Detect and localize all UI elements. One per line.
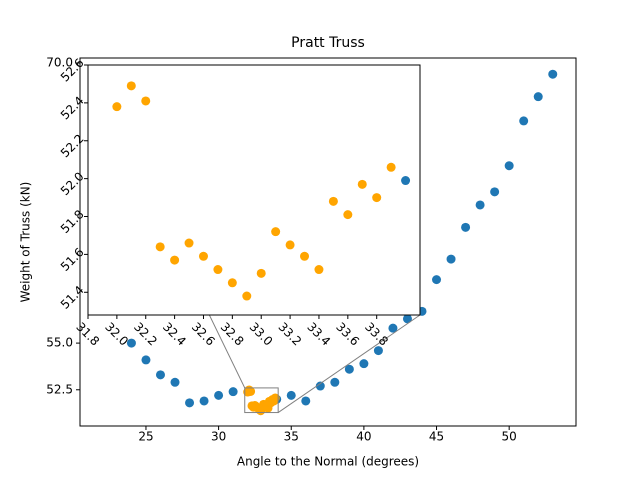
inset-x-tick-label: 32.0	[102, 320, 131, 349]
zoom-connector	[277, 314, 421, 413]
point	[461, 222, 471, 232]
point	[402, 314, 412, 324]
inset-x-tick-label: 33.2	[275, 320, 304, 349]
y-tick-label: 55.0	[46, 336, 73, 350]
point	[475, 200, 485, 210]
point	[170, 377, 180, 387]
inset-point	[198, 251, 208, 261]
inset-y-tick-label: 52.2	[58, 131, 87, 160]
inset-x-tick-label: 31.8	[73, 320, 102, 349]
point	[246, 386, 256, 396]
inset-point	[112, 102, 122, 112]
inset-point	[357, 179, 367, 189]
point	[548, 69, 558, 79]
inset-plot-area	[112, 81, 554, 301]
point	[126, 338, 136, 348]
point	[359, 359, 369, 369]
point	[199, 396, 209, 406]
x-tick-label: 35	[284, 430, 299, 444]
inset-y-tick-label: 51.6	[58, 245, 87, 274]
x-tick-label: 25	[138, 430, 153, 444]
inset-x-tick-label: 33.0	[247, 320, 276, 349]
point	[446, 254, 456, 264]
x-tick-label: 45	[429, 430, 444, 444]
zoom-box	[244, 387, 279, 414]
inset-point	[242, 291, 252, 301]
inset-point	[328, 196, 338, 206]
inset-x-tick-label: 33.8	[362, 320, 391, 349]
point	[432, 275, 442, 285]
inset-point	[170, 255, 180, 265]
y-axis-label: Weight of Truss (kN)	[19, 182, 33, 303]
inset-y-tick-label: 51.8	[58, 207, 87, 236]
inset-y-tick-label: 52.0	[58, 169, 87, 198]
plot-frame	[79, 57, 577, 427]
inset-background	[88, 65, 420, 315]
inset-point	[126, 81, 136, 91]
point	[344, 364, 354, 374]
point	[270, 393, 280, 403]
x-axis-label: Angle to the Normal (degrees)	[237, 455, 419, 469]
inset-y-tick-label: 52.4	[58, 94, 87, 123]
plot-area	[126, 69, 558, 416]
inset-y-tick-label: 51.4	[58, 283, 87, 312]
point	[388, 323, 398, 333]
inset-point	[256, 268, 266, 278]
inset-point	[184, 238, 194, 248]
point	[286, 390, 296, 400]
inset-point	[300, 251, 310, 261]
y-tick-label: 70.0	[46, 56, 73, 70]
x-tick-label: 50	[502, 430, 517, 444]
inset-point	[343, 210, 353, 220]
point	[214, 390, 224, 400]
inset-point	[285, 240, 295, 250]
y-tick-label: 52.5	[46, 382, 73, 396]
inset-x-tick-label: 32.8	[218, 320, 247, 349]
inset-point	[141, 96, 151, 106]
point	[490, 187, 500, 197]
point	[315, 381, 325, 391]
chart-title: Pratt Truss	[291, 35, 365, 51]
point	[533, 92, 543, 102]
inset-point	[155, 242, 165, 252]
point	[185, 398, 195, 408]
inset-point	[227, 278, 237, 288]
inset-x-tick-label: 33.4	[304, 320, 333, 349]
inset-point	[213, 265, 223, 275]
inset-point	[271, 227, 281, 237]
point	[228, 387, 238, 397]
inset-x-tick-label: 32.4	[160, 320, 189, 349]
inset-point	[401, 176, 411, 186]
inset-x-tick-label: 33.6	[333, 320, 362, 349]
point	[373, 346, 383, 356]
inset-point	[372, 193, 382, 203]
x-tick-label: 40	[356, 430, 371, 444]
inset-point	[386, 162, 396, 172]
point	[301, 396, 311, 406]
x-tick-label: 30	[211, 430, 226, 444]
inset-frame	[87, 64, 421, 316]
inset-point	[545, 136, 554, 145]
point	[155, 370, 165, 380]
point	[519, 116, 529, 126]
inset-point	[314, 265, 324, 275]
point	[330, 377, 340, 387]
point	[141, 355, 151, 365]
point	[504, 161, 514, 171]
